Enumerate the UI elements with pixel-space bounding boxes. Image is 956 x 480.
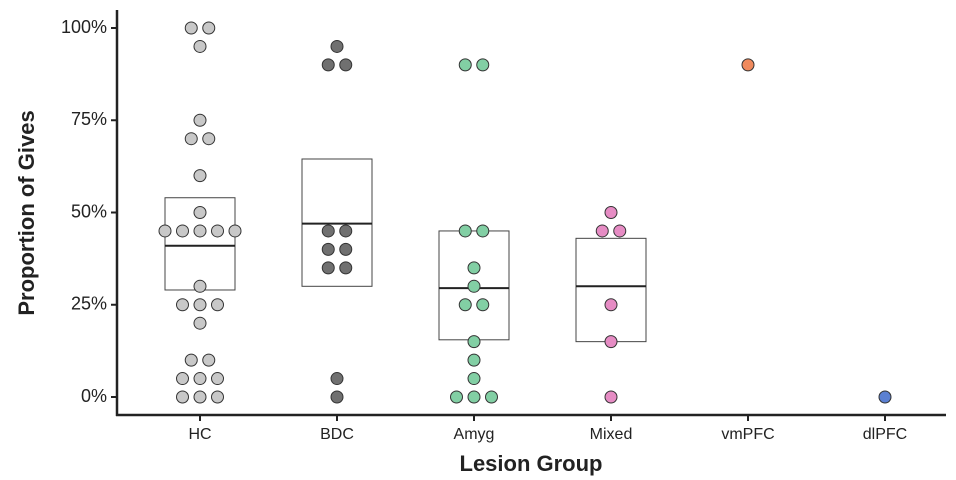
data-point — [193, 390, 207, 404]
data-point — [193, 113, 207, 127]
data-point — [211, 298, 224, 312]
data-point — [467, 335, 481, 349]
data-point — [339, 261, 353, 275]
data-point — [202, 353, 216, 367]
x-tick-label: dlPFC — [863, 426, 907, 443]
data-point — [330, 390, 344, 404]
y-tick-label: 50% — [71, 201, 107, 221]
data-point — [604, 335, 618, 349]
data-point — [339, 224, 353, 238]
data-point — [202, 21, 216, 35]
data-point — [467, 261, 481, 275]
data-point — [193, 298, 207, 312]
x-tick-label: vmPFC — [721, 426, 774, 443]
data-point — [321, 224, 335, 238]
data-point — [450, 390, 463, 404]
box — [575, 237, 647, 343]
data-point — [458, 298, 472, 312]
data-point — [176, 298, 189, 312]
data-point — [595, 224, 609, 238]
data-point — [330, 39, 344, 53]
data-point — [228, 224, 242, 238]
data-point — [211, 224, 224, 238]
data-point — [485, 390, 498, 404]
data-point — [321, 261, 335, 275]
data-point — [467, 279, 481, 293]
data-point — [193, 279, 207, 293]
data-point — [321, 242, 335, 256]
data-point — [339, 242, 353, 256]
data-point — [467, 353, 481, 367]
data-point — [193, 169, 207, 183]
data-point — [193, 206, 207, 219]
data-point — [467, 372, 481, 386]
data-point — [176, 224, 189, 238]
data-point — [211, 372, 224, 386]
data-point — [211, 390, 224, 404]
data-point — [458, 224, 472, 238]
data-point — [184, 21, 198, 35]
data-point — [467, 390, 481, 404]
x-tick-label: BDC — [320, 426, 354, 443]
y-tick-label: 75% — [71, 109, 107, 129]
data-point — [458, 58, 472, 72]
data-point — [330, 372, 344, 386]
y-tick-label: 0% — [81, 386, 107, 406]
data-point — [476, 298, 490, 312]
data-point — [158, 224, 172, 238]
y-tick-label: 25% — [71, 294, 107, 314]
data-point — [184, 132, 198, 146]
data-point — [613, 224, 627, 238]
data-point — [176, 390, 189, 404]
data-point — [741, 58, 755, 72]
x-tick-label: Mixed — [590, 426, 633, 443]
data-point — [476, 58, 490, 72]
data-point — [878, 390, 892, 404]
data-point — [202, 132, 216, 146]
data-point — [193, 39, 207, 53]
data-point — [604, 298, 618, 312]
data-point — [193, 316, 207, 330]
x-tick-label: Amyg — [454, 426, 495, 443]
data-point — [339, 58, 353, 72]
data-point — [184, 353, 198, 367]
data-point — [321, 58, 335, 72]
y-axis-title: Proportion of Gives — [14, 110, 39, 315]
data-point — [476, 224, 490, 238]
data-point — [193, 224, 207, 238]
data-point — [193, 372, 207, 386]
data-point — [604, 206, 618, 219]
x-tick-label: HC — [188, 426, 211, 443]
x-axis-title: Lesion Group — [460, 451, 603, 476]
data-point — [176, 372, 189, 386]
data-point — [604, 390, 618, 404]
y-tick-label: 100% — [61, 17, 107, 37]
